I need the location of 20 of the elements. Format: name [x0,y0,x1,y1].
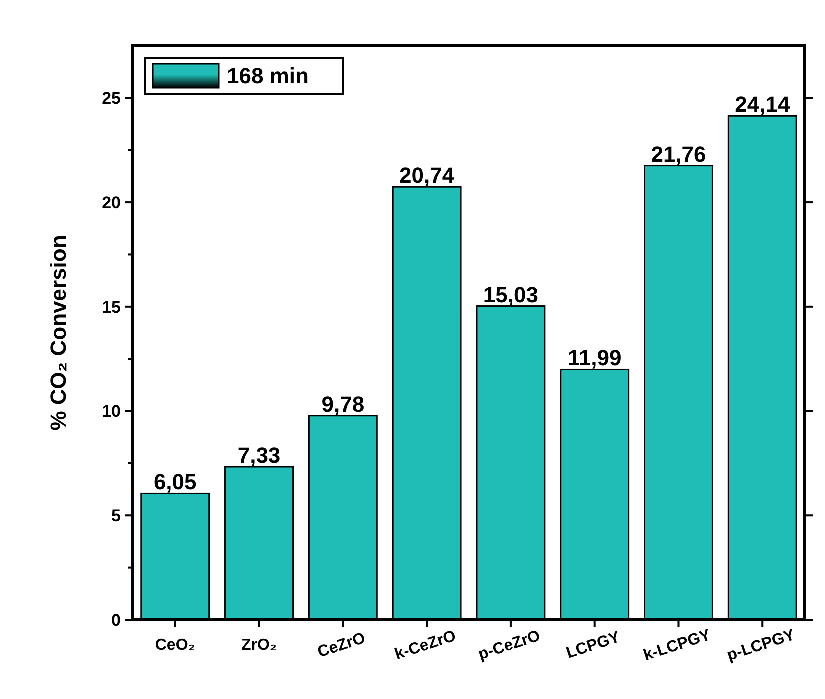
y-tick-label: 15 [102,298,121,317]
y-axis-title: % CO₂ Conversion [46,235,71,431]
x-tick-label: ZrO₂ [241,637,278,654]
y-tick-label: 0 [112,610,121,630]
y-tick-label: 25 [102,89,121,108]
data-label: 9,78 [322,392,365,417]
data-label: 15,03 [483,282,538,308]
y-tick-label: 10 [102,402,121,422]
data-label: 7,33 [238,443,281,468]
legend-label: 168 min [227,64,309,89]
y-tick-label: 5 [112,506,121,526]
x-tick-label: CeO₂ [155,637,196,654]
x-tick-label: LCPGY [564,629,623,662]
y-tick-label: 20 [102,193,121,212]
data-label: 11,99 [568,346,622,371]
data-label: 20,74 [400,163,456,188]
data-label: 24,14 [735,92,791,118]
data-label: 21,76 [651,142,706,167]
x-tick-label: CeZrO [316,630,368,662]
data-label: 6,05 [154,470,197,495]
